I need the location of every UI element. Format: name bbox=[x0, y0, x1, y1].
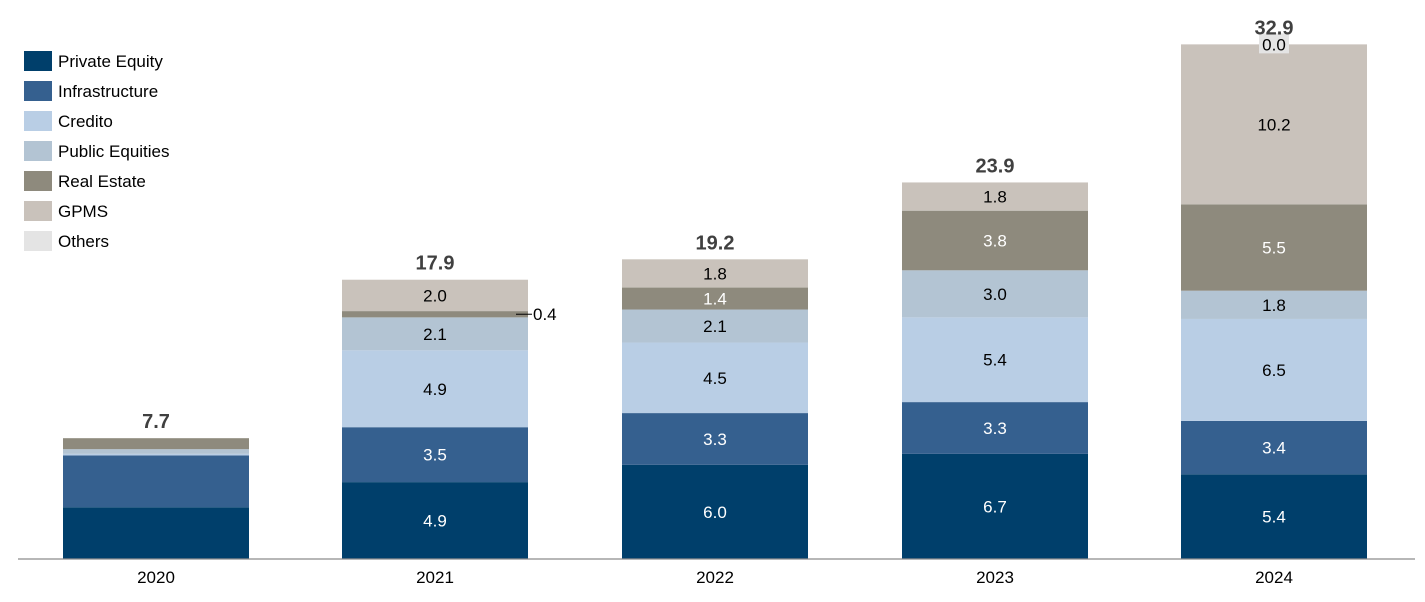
x-tick-label-2023: 2023 bbox=[976, 568, 1014, 587]
legend-swatch-gpms bbox=[24, 201, 52, 221]
bar-segment-gpms-2021 bbox=[342, 279, 528, 312]
data-label-others-2024: 0.0 bbox=[1262, 35, 1286, 54]
bar-segment-public-equities-2022 bbox=[622, 309, 808, 343]
legend-swatch-credito bbox=[24, 111, 52, 131]
data-label-private-equity-2022: 6.0 bbox=[703, 503, 727, 522]
total-label-2023: 23.9 bbox=[976, 155, 1015, 177]
bar-group-2021: 4.9 3.5 4.9 2.1 0.4 2.0 17.9 bbox=[342, 253, 557, 559]
legend-label-gpms: GPMS bbox=[58, 202, 108, 221]
bar-segment-real-estate-2023 bbox=[902, 210, 1088, 271]
legend-label-private-equity: Private Equity bbox=[58, 52, 163, 71]
total-label-2024: 32.9 bbox=[1255, 17, 1294, 39]
data-label-real-estate-2022: 1.4 bbox=[703, 290, 727, 309]
bar-segment-infrastructure-2020 bbox=[63, 455, 249, 508]
data-label-public-equities-2023: 3.0 bbox=[983, 285, 1007, 304]
bar-segment-private-equity-2023 bbox=[902, 453, 1088, 559]
bar-segment-real-estate-2020 bbox=[63, 438, 249, 450]
bar-group-2022: 6.0 3.3 4.5 2.1 1.4 1.8 19.2 bbox=[622, 232, 808, 559]
legend-label-public-equities: Public Equities bbox=[58, 142, 170, 161]
data-label-real-estate-2023: 3.8 bbox=[983, 231, 1007, 250]
bar-segment-public-equities-2023 bbox=[902, 270, 1088, 318]
legend: Private Equity Infrastructure Credito Publi… bbox=[24, 51, 170, 251]
bar-group-2023: 6.7 3.3 5.4 3.0 3.8 1.8 23.9 bbox=[902, 155, 1088, 559]
x-tick-label-2020: 2020 bbox=[137, 568, 175, 587]
bar-segment-public-equities-2020 bbox=[63, 449, 249, 454]
legend-item-public-equities: Public Equities bbox=[24, 141, 170, 161]
data-label-public-equities-2024: 1.8 bbox=[1262, 296, 1286, 315]
bar-segment-credito-2020 bbox=[63, 453, 249, 456]
legend-swatch-infrastructure bbox=[24, 81, 52, 101]
data-label-private-equity-2024: 5.4 bbox=[1262, 508, 1286, 527]
data-label-private-equity-2021: 4.9 bbox=[423, 512, 447, 531]
legend-swatch-others bbox=[24, 231, 52, 251]
data-label-credito-2022: 4.5 bbox=[703, 369, 727, 388]
data-label-gpms-2021: 2.0 bbox=[423, 286, 447, 305]
data-label-credito-2021: 4.9 bbox=[423, 380, 447, 399]
bar-segment-gpms-2024 bbox=[1181, 44, 1367, 205]
bar-segment-real-estate-2022 bbox=[622, 287, 808, 310]
bar-group-2020: 7.7 bbox=[63, 411, 249, 559]
data-label-gpms-2022: 1.8 bbox=[703, 264, 727, 283]
bar-group-2024: 5.4 3.4 6.5 1.8 5.5 10.2 0.032.9 bbox=[1181, 17, 1367, 559]
legend-item-private-equity: Private Equity bbox=[24, 51, 163, 71]
legend-swatch-real-estate bbox=[24, 171, 52, 191]
legend-label-infrastructure: Infrastructure bbox=[58, 82, 158, 101]
legend-label-credito: Credito bbox=[58, 112, 113, 131]
bar-segment-infrastructure-2023 bbox=[902, 402, 1088, 454]
legend-label-real-estate: Real Estate bbox=[58, 172, 146, 191]
bar-segment-private-equity-2022 bbox=[622, 464, 808, 559]
data-label-real-estate-2021: 0.4 bbox=[533, 305, 557, 324]
bar-segment-infrastructure-2024 bbox=[1181, 420, 1367, 475]
data-label-credito-2024: 6.5 bbox=[1262, 361, 1286, 380]
bar-segment-infrastructure-2021 bbox=[342, 427, 528, 483]
bar-segment-gpms-2022 bbox=[622, 259, 808, 288]
data-label-gpms-2024: 10.2 bbox=[1257, 115, 1290, 134]
data-label-real-estate-2024: 5.5 bbox=[1262, 239, 1286, 258]
bar-segment-public-equities-2021 bbox=[342, 317, 528, 351]
data-label-public-equities-2021: 2.1 bbox=[423, 325, 447, 344]
data-label-gpms-2023: 1.8 bbox=[983, 188, 1007, 207]
bar-segment-credito-2024 bbox=[1181, 318, 1367, 421]
legend-item-infrastructure: Infrastructure bbox=[24, 81, 158, 101]
bar-segment-private-equity-2021 bbox=[342, 482, 528, 559]
data-label-infrastructure-2021: 3.5 bbox=[423, 446, 447, 465]
bar-segment-real-estate-2024 bbox=[1181, 204, 1367, 291]
data-label-bg-others-2024 bbox=[1259, 33, 1289, 54]
total-label-2020: 7.7 bbox=[142, 411, 170, 433]
legend-item-credito: Credito bbox=[24, 111, 113, 131]
legend-swatch-public-equities bbox=[24, 141, 52, 161]
plot-area: 7.7 4.9 3.5 4.9 2.1 0.4 2.0 17.9 6.0 3.3 4.5 2.1 1.4… bbox=[63, 17, 1367, 559]
bar-segment-credito-2021 bbox=[342, 350, 528, 428]
bar-segment-infrastructure-2022 bbox=[622, 413, 808, 465]
bar-segment-private-equity-2020 bbox=[63, 507, 249, 559]
bar-segment-public-equities-2024 bbox=[1181, 290, 1367, 319]
data-label-private-equity-2023: 6.7 bbox=[983, 497, 1007, 516]
bar-segment-credito-2022 bbox=[622, 342, 808, 414]
data-label-public-equities-2022: 2.1 bbox=[703, 317, 727, 336]
legend-item-others: Others bbox=[24, 231, 109, 251]
x-tick-label-2024: 2024 bbox=[1255, 568, 1293, 587]
data-label-infrastructure-2023: 3.3 bbox=[983, 419, 1007, 438]
x-tick-label-2021: 2021 bbox=[416, 568, 454, 587]
total-label-2022: 19.2 bbox=[696, 232, 735, 254]
bar-segment-gpms-2023 bbox=[902, 182, 1088, 211]
legend-swatch-private-equity bbox=[24, 51, 52, 71]
data-label-infrastructure-2024: 3.4 bbox=[1262, 439, 1286, 458]
total-label-2021: 17.9 bbox=[416, 253, 455, 275]
x-axis-ticks: 2020 2021 2022 2023 2024 bbox=[137, 568, 1293, 587]
x-tick-label-2022: 2022 bbox=[696, 568, 734, 587]
data-label-credito-2023: 5.4 bbox=[983, 351, 1007, 370]
bar-segment-private-equity-2024 bbox=[1181, 474, 1367, 559]
legend-label-others: Others bbox=[58, 232, 109, 251]
bar-segment-credito-2023 bbox=[902, 317, 1088, 403]
legend-item-gpms: GPMS bbox=[24, 201, 108, 221]
legend-item-real-estate: Real Estate bbox=[24, 171, 146, 191]
data-label-infrastructure-2022: 3.3 bbox=[703, 430, 727, 449]
bar-segment-real-estate-2021 bbox=[342, 311, 528, 318]
